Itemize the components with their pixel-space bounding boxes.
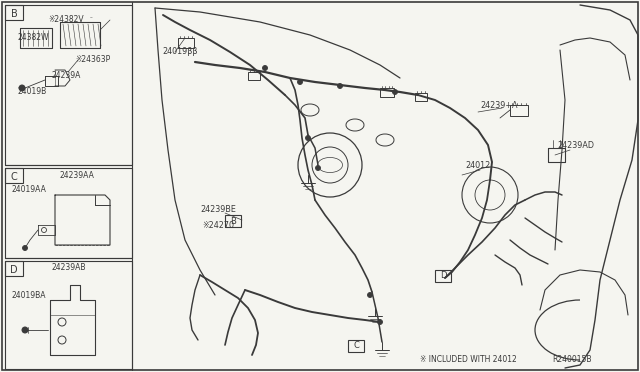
Text: ※24363P: ※24363P [75,55,110,64]
Text: 24019ββ: 24019ββ [162,48,198,57]
Bar [5,168,23,183]
Circle shape [22,327,28,333]
Text: D: D [10,265,18,275]
Text: C: C [11,172,17,182]
Text: 24239AA: 24239AA [60,170,95,180]
Bar [5,5,23,20]
Circle shape [262,65,268,71]
Text: –: – [90,16,93,20]
Bar [435,270,451,282]
Bar [380,88,394,97]
Circle shape [22,246,28,250]
Text: 24382W: 24382W [18,33,49,42]
Circle shape [392,90,397,94]
Circle shape [19,85,25,91]
Text: 24239AB: 24239AB [52,263,86,273]
Text: ※ INCLUDED WITH 24012: ※ INCLUDED WITH 24012 [420,356,516,365]
Text: 24239BE: 24239BE [200,205,236,215]
Text: ※24270: ※24270 [202,221,234,230]
Circle shape [337,83,342,89]
Bar [5,168,132,258]
Bar [415,93,427,101]
Circle shape [316,166,321,170]
Text: 24239A: 24239A [52,71,81,80]
Bar [178,38,194,48]
Circle shape [305,135,310,141]
Bar [5,261,23,276]
Bar [5,261,132,369]
Bar [510,105,528,116]
Text: 24239AD: 24239AD [557,141,594,150]
Text: 24019AA: 24019AA [12,186,47,195]
Text: B: B [230,217,236,225]
Circle shape [378,320,383,324]
Bar [248,72,260,80]
Text: D: D [440,272,446,280]
Text: C: C [353,341,359,350]
Bar [5,5,132,165]
Bar [348,340,364,352]
Circle shape [367,292,372,298]
Text: B: B [11,9,17,19]
Text: R240015B: R240015B [552,356,592,365]
Text: 24019BA: 24019BA [12,291,47,299]
Text: 24012: 24012 [465,160,490,170]
Circle shape [298,80,303,84]
Text: ※24382V: ※24382V [48,16,84,25]
Bar [225,215,241,227]
Text: 24239+A: 24239+A [480,100,518,109]
Text: 24019B: 24019B [18,87,47,96]
